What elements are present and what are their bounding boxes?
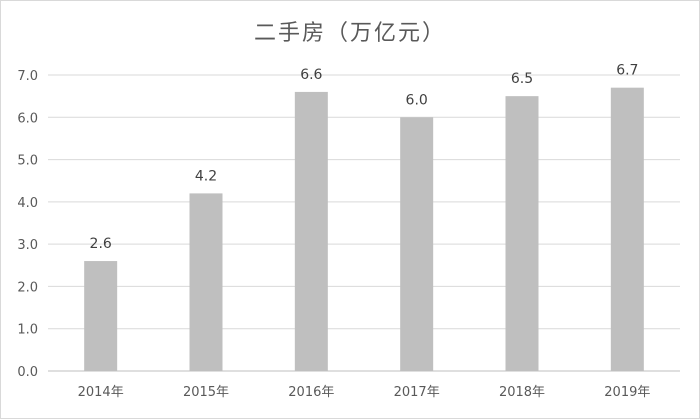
bar bbox=[294, 91, 328, 372]
x-tick-label: 2018年 bbox=[499, 385, 545, 400]
data-labels: 2.6 4.2 6.6 6.0 6.5 6.7 bbox=[90, 63, 639, 252]
x-tick-label: 2017年 bbox=[394, 385, 440, 400]
bars bbox=[84, 87, 644, 372]
y-tick-label: 6.0 bbox=[17, 111, 38, 126]
y-tick-label: 3.0 bbox=[17, 238, 38, 253]
grid-lines bbox=[48, 74, 680, 372]
bar bbox=[189, 193, 223, 371]
y-axis-ticks: 0.0 1.0 2.0 3.0 4.0 5.0 6.0 7.0 bbox=[17, 69, 38, 380]
bar bbox=[505, 96, 539, 372]
x-tick-label: 2016年 bbox=[288, 385, 334, 400]
bar bbox=[400, 117, 434, 372]
x-tick-label: 2014年 bbox=[78, 385, 124, 400]
x-axis-ticks: 2014年 2015年 2016年 2017年 2018年 2019年 bbox=[78, 385, 651, 400]
y-tick-label: 2.0 bbox=[17, 280, 38, 295]
chart-title: 二手房（万亿元） bbox=[254, 21, 446, 46]
data-label: 6.0 bbox=[406, 92, 428, 108]
y-tick-label: 5.0 bbox=[17, 154, 38, 169]
y-tick-label: 1.0 bbox=[17, 323, 38, 338]
y-tick-label: 0.0 bbox=[17, 365, 38, 380]
y-tick-label: 4.0 bbox=[17, 196, 38, 211]
data-label: 6.7 bbox=[616, 63, 638, 79]
data-label: 6.5 bbox=[511, 71, 533, 87]
y-tick-label: 7.0 bbox=[17, 69, 38, 84]
data-label: 4.2 bbox=[195, 168, 217, 184]
bar bbox=[610, 87, 644, 371]
x-tick-label: 2019年 bbox=[604, 385, 650, 400]
data-label: 2.6 bbox=[90, 236, 112, 252]
data-label: 6.6 bbox=[300, 67, 322, 83]
x-tick-label: 2015年 bbox=[183, 385, 229, 400]
bar bbox=[84, 261, 118, 371]
